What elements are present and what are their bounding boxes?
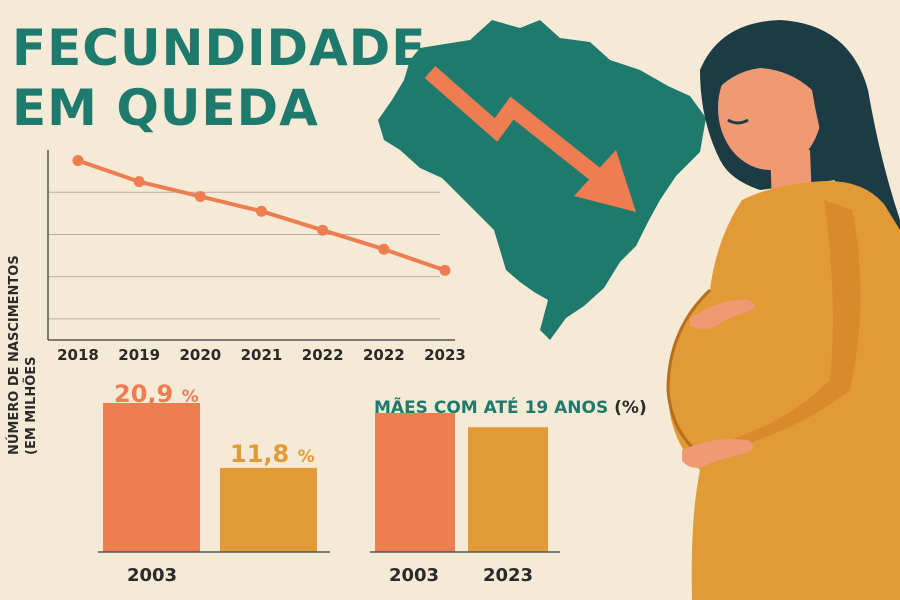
births-point-2 [194,190,206,202]
x-tick-label-0: 2018 [57,346,99,364]
page-title: FECUNDIDADE EM QUEDA [12,18,426,138]
bar-value-label-2003: 20,9 % [114,380,199,408]
bar-chart-2-x-label-2023: 2023 [482,565,534,586]
pregnant-woman-illustration [666,20,900,600]
births-point-1 [133,176,145,188]
births-line-chart: 2018 2019 2020 2021 2022 2022 2023 [47,150,466,364]
y-axis-label-line-1: NÚMERO DE NASCIMENTOS [7,255,22,455]
mothers-chart-title: MÃES COM ATÉ 19 ANOS (%) [374,398,647,418]
down-arrow-icon [424,65,636,212]
x-tick-label-3: 2021 [241,346,283,364]
y-axis-label-line-2: (EM MILHÕES [24,356,39,455]
births-point-5 [378,243,390,255]
x-tick-label-4: 2022 [302,346,344,364]
mothers-19-bar-chart [370,412,560,553]
title-line-1: FECUNDIDADE [12,19,427,77]
bar-1 [220,467,317,552]
x-tick-label-1: 2019 [118,346,160,364]
bar-chart-1-x-label-2003: 2003 [126,565,178,586]
mothers-bar-0 [375,412,455,552]
brazil-map-icon [378,20,706,340]
left-bar-chart [98,403,330,553]
line-chart-y-axis-label: NÚMERO DE NASCIMENTOS (EM MILHÕES [6,255,40,455]
bar-value-label-second: 11,8 % [230,440,315,468]
births-point-3 [256,205,267,217]
x-tick-label-2: 2020 [179,346,221,364]
x-tick-label-5: 2022 [363,346,405,364]
births-point-4 [317,224,329,236]
births-point-0 [72,155,84,167]
births-point-6 [439,264,451,276]
bar-chart-2-x-label-2003: 2003 [388,565,440,586]
bar-0 [103,403,200,552]
x-tick-label-6: 2023 [424,346,466,364]
mothers-bar-1 [468,427,548,552]
title-line-2: EM QUEDA [12,79,319,137]
